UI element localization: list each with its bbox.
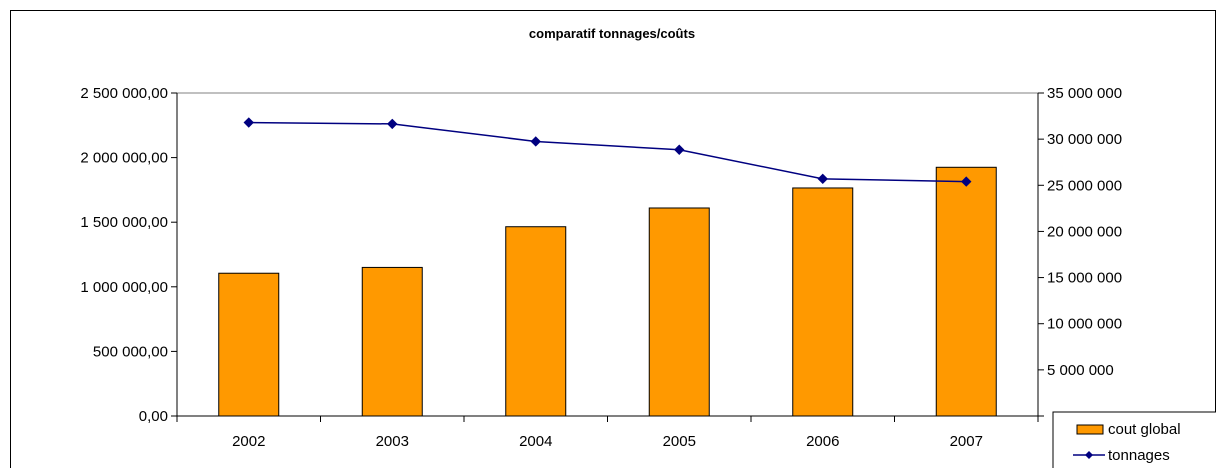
y-right-tick-label: 15 000 000: [1047, 270, 1122, 287]
y-right-tick-label: 10 000 000: [1047, 316, 1122, 333]
legend-swatch-bar: [1076, 424, 1104, 435]
bar: [792, 187, 854, 417]
tonnages-point: [387, 118, 398, 130]
x-tick-label: 2004: [519, 433, 552, 450]
legend-label-tonnages: tonnages: [1108, 447, 1170, 464]
tonnages-point: [674, 144, 685, 155]
bar: [218, 272, 280, 417]
plot-area: 0,00 500 000,00 1 000 000,00 1 500 000,00 2 …: [80, 85, 1122, 450]
legend-swatch-marker: [1085, 451, 1093, 459]
y-right-tick-label: 5 000 000: [1047, 362, 1114, 379]
x-tick-label: 2003: [376, 433, 409, 450]
tonnages-line: [248, 121, 967, 183]
y-right-tick-label: 25 000 000: [1047, 177, 1122, 194]
x-tick-label: 2005: [663, 433, 696, 450]
bar: [648, 207, 710, 417]
y-right-tick-label: 35 000 000: [1047, 85, 1122, 102]
legend-box: [1052, 411, 1216, 468]
tonnages-point: [243, 117, 254, 128]
chart-frame: [10, 10, 1216, 468]
legend-label-cout-global: cout global: [1108, 421, 1181, 438]
y-left-tick-label: 0,00: [139, 408, 168, 425]
y-left-tick-label: 2 000 000,00: [80, 150, 168, 167]
tonnages-point: [817, 173, 828, 185]
bar: [361, 266, 423, 417]
bar: [505, 226, 567, 417]
chart-title: comparatif tonnages/coûts: [529, 26, 695, 41]
bar: [935, 166, 997, 417]
x-tick-label: 2006: [806, 433, 839, 450]
y-right-tick-label: 30 000 000: [1047, 131, 1122, 148]
x-tick-label: 2007: [950, 433, 983, 450]
y-left-tick-label: 2 500 000,00: [80, 85, 168, 102]
x-tick-label: 2002: [232, 433, 265, 450]
tonnages-point: [530, 136, 541, 147]
legend: cout global tonnages: [1052, 411, 1216, 468]
y-left-tick-label: 1 500 000,00: [80, 214, 168, 231]
y-right-tick-label: 20 000 000: [1047, 223, 1122, 240]
y-left-tick-label: 1 000 000,00: [80, 279, 168, 296]
y-left-tick-label: 500 000,00: [93, 343, 168, 360]
tonnages-point: [961, 176, 972, 187]
